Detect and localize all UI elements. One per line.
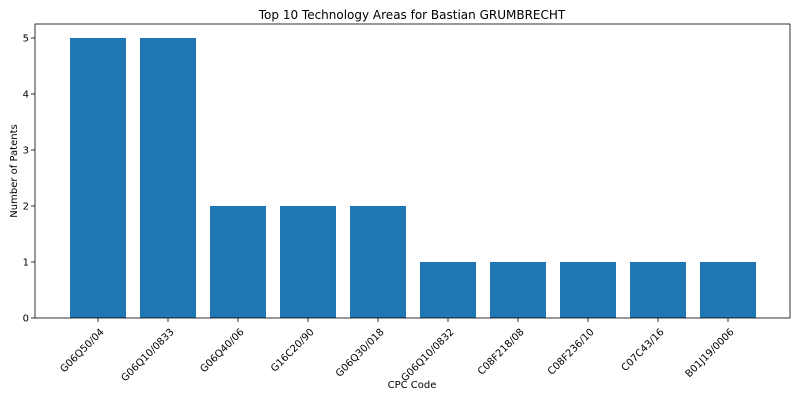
- bar: [210, 206, 266, 318]
- bar: [630, 262, 686, 318]
- y-axis-title: Number of Patents: [9, 124, 20, 217]
- bar: [280, 206, 336, 318]
- x-tick-label: G06Q10/0833: [119, 327, 176, 384]
- bar: [560, 262, 616, 318]
- y-tick-label: 3: [23, 146, 29, 157]
- y-tick-label: 5: [23, 34, 29, 45]
- chart-title: Top 10 Technology Areas for Bastian GRUM…: [258, 8, 566, 22]
- x-tick-label: G16C20/90: [269, 327, 317, 375]
- bar: [140, 38, 196, 318]
- x-axis-title: CPC Code: [388, 380, 437, 391]
- y-tick-label: 1: [23, 258, 29, 269]
- x-tick-label: G06Q30/018: [334, 327, 387, 380]
- bar: [420, 262, 476, 318]
- bar: [70, 38, 126, 318]
- y-tick-label: 0: [23, 314, 29, 325]
- bar: [490, 262, 546, 318]
- x-tick-label: C07C43/16: [620, 327, 667, 374]
- x-tick-label: C08F236/10: [546, 327, 597, 378]
- x-tick-label: G06Q40/06: [198, 327, 246, 375]
- y-tick-label: 4: [23, 90, 29, 101]
- y-tick-label: 2: [23, 202, 29, 213]
- x-tick-label: C08F218/08: [476, 327, 527, 378]
- bar: [700, 262, 756, 318]
- x-tick-label: G06Q50/04: [58, 327, 106, 375]
- x-tick-label: G06Q10/0832: [399, 327, 456, 384]
- x-tick-label: B01J19/0006: [684, 327, 737, 380]
- bar: [350, 206, 406, 318]
